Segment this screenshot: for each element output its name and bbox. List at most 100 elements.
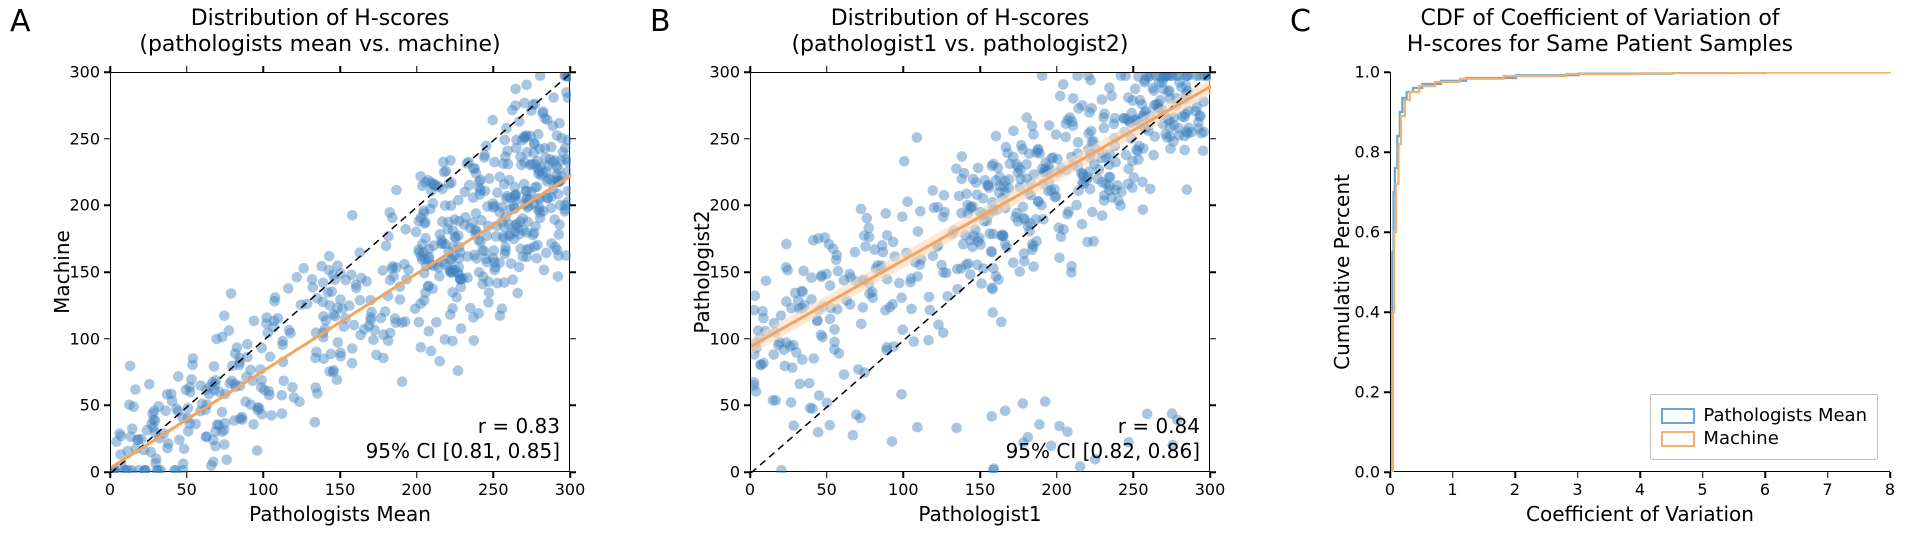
panel-b-title: Distribution of H-scores (pathologist1 v…	[640, 6, 1280, 59]
panel-A-annotation: r = 0.8395% CI [0.81, 0.85]	[366, 414, 560, 464]
xtick-label: 8	[1885, 480, 1895, 499]
xtick-mark	[1209, 472, 1211, 478]
panel-c-title: CDF of Coefficient of Variation of H-sco…	[1280, 6, 1920, 59]
xtick-label: 200	[401, 480, 432, 499]
xtick-mark-top	[903, 66, 905, 72]
ytick-mark	[104, 471, 110, 473]
cdf-legend: Pathologists MeanMachine	[1650, 394, 1878, 460]
panel-B-plot-area	[750, 72, 1210, 472]
xtick-mark	[1514, 472, 1516, 478]
ytick-mark	[1384, 391, 1390, 393]
xtick-label: 2	[1510, 480, 1520, 499]
panel-B-xlabel: Pathologist1	[750, 502, 1210, 526]
panel-a-title: Distribution of H-scores (pathologists m…	[0, 6, 640, 59]
panel-b-title-line2: (pathologist1 vs. pathologist2)	[791, 32, 1128, 57]
ci-text: 95% CI [0.81, 0.85]	[366, 439, 560, 463]
ytick-mark-right	[1210, 138, 1216, 140]
panel-A-svg	[111, 73, 571, 473]
ytick-mark	[744, 205, 750, 207]
ytick-mark	[744, 271, 750, 273]
xtick-mark-top	[416, 66, 418, 72]
xtick-mark-top	[339, 66, 341, 72]
legend-swatch	[1661, 431, 1695, 447]
xtick-mark	[903, 472, 905, 478]
panel-b-title-line1: Distribution of H-scores	[831, 6, 1090, 31]
legend-row: Pathologists Mean	[1661, 405, 1867, 426]
xtick-mark	[1889, 472, 1891, 478]
panel-C-xlabel: Coefficient of Variation	[1390, 502, 1890, 526]
xtick-mark	[1702, 472, 1704, 478]
ytick-mark	[104, 271, 110, 273]
xtick-mark	[186, 472, 188, 478]
ytick-mark	[744, 471, 750, 473]
ytick-mark-right	[570, 338, 576, 340]
xtick-label: 3	[1572, 480, 1582, 499]
xtick-label: 1	[1447, 480, 1457, 499]
xtick-label: 0	[745, 480, 755, 499]
ytick-mark-right	[1210, 71, 1216, 73]
xtick-mark	[1577, 472, 1579, 478]
ytick-mark	[744, 138, 750, 140]
panel-c: C CDF of Coefficient of Variation of H-s…	[1280, 0, 1920, 544]
ytick-mark	[744, 71, 750, 73]
xtick-label: 300	[1195, 480, 1226, 499]
ytick-mark-right	[570, 71, 576, 73]
xtick-label: 5	[1697, 480, 1707, 499]
xtick-mark	[1056, 472, 1058, 478]
ytick-mark-right	[1210, 205, 1216, 207]
ytick-mark	[1384, 71, 1390, 73]
xtick-label: 250	[478, 480, 509, 499]
xtick-label: 150	[325, 480, 356, 499]
panel-A-plot-area	[110, 72, 570, 472]
xtick-label: 6	[1760, 480, 1770, 499]
xtick-mark	[979, 472, 981, 478]
panel-A-ylabel: Machine	[50, 72, 74, 472]
xtick-mark	[109, 472, 111, 478]
xtick-mark-top	[826, 66, 828, 72]
xtick-label: 250	[1118, 480, 1149, 499]
xtick-mark	[1389, 472, 1391, 478]
xtick-mark	[1133, 472, 1135, 478]
xtick-mark-top	[979, 66, 981, 72]
xtick-label: 300	[555, 480, 586, 499]
r-text: r = 0.84	[1118, 414, 1200, 438]
ytick-mark	[104, 138, 110, 140]
ytick-mark-right	[1210, 271, 1216, 273]
xtick-mark-top	[263, 66, 265, 72]
legend-row: Machine	[1661, 428, 1867, 449]
panel-C-ylabel: Cumulative Percent	[1330, 72, 1354, 472]
legend-swatch	[1661, 408, 1695, 424]
xtick-label: 0	[105, 480, 115, 499]
xtick-mark	[263, 472, 265, 478]
xtick-label: 0	[1385, 480, 1395, 499]
xtick-mark	[1827, 472, 1829, 478]
xtick-mark	[569, 472, 571, 478]
panel-a-title-line1: Distribution of H-scores	[191, 6, 450, 31]
panel-B-ylabel: Pathologist2	[690, 72, 714, 472]
xtick-mark	[1764, 472, 1766, 478]
ytick-mark	[1384, 151, 1390, 153]
legend-label: Machine	[1703, 428, 1778, 449]
ytick-mark-right	[1210, 338, 1216, 340]
xtick-mark	[1639, 472, 1641, 478]
ytick-mark-right	[570, 205, 576, 207]
panel-a: A Distribution of H-scores (pathologists…	[0, 0, 640, 544]
panel-c-title-line1: CDF of Coefficient of Variation of	[1420, 6, 1779, 31]
panel-B-regression-line	[751, 86, 1211, 346]
xtick-mark-top	[186, 66, 188, 72]
panel-B-annotation: r = 0.8495% CI [0.82, 0.86]	[1006, 414, 1200, 464]
ytick-mark	[1384, 311, 1390, 313]
xtick-mark	[826, 472, 828, 478]
xtick-mark	[416, 472, 418, 478]
ytick-mark	[1384, 231, 1390, 233]
r-text: r = 0.83	[478, 414, 560, 438]
ytick-mark-right	[570, 138, 576, 140]
panel-c-title-line2: H-scores for Same Patient Samples	[1407, 32, 1793, 57]
xtick-mark	[749, 472, 751, 478]
xtick-label: 200	[1041, 480, 1072, 499]
xtick-label: 50	[816, 480, 836, 499]
xtick-label: 100	[248, 480, 279, 499]
xtick-mark	[339, 472, 341, 478]
ytick-mark	[744, 338, 750, 340]
panel-a-title-line2: (pathologists mean vs. machine)	[139, 32, 500, 57]
